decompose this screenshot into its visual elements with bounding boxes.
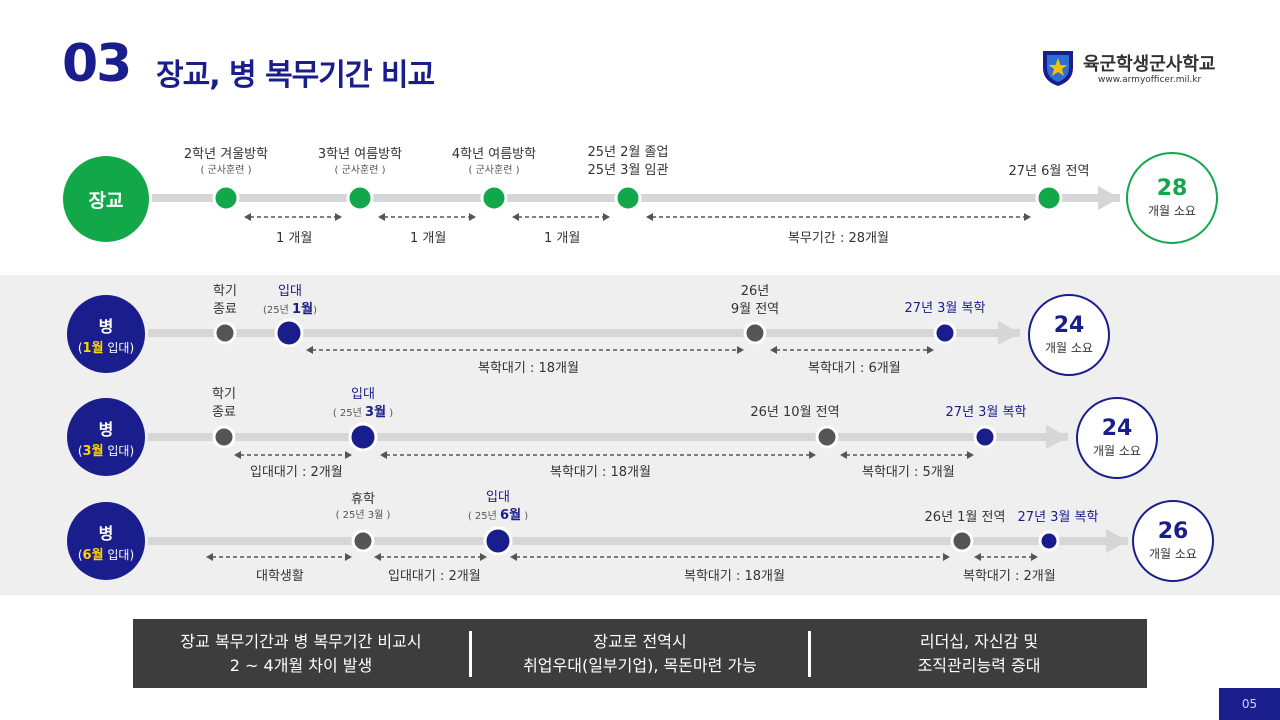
soldier-jan-interval-label: 복학대기 : 18개월 [478,361,579,376]
soldier-jan-timeline [148,318,1020,354]
soldier-mar-row-badge: 병 (3월 입대) [67,398,145,476]
officer-label: 장교 [88,189,124,212]
soldier-jan-milestone-label: 26년 9월 전역 [730,284,780,317]
soldier-jan-result-circle: 24 개월 소요 [1028,294,1110,376]
officer-milestone-label: 2학년 겨울방학( 군사훈련 ) [183,147,269,176]
soldier-mar-milestone-dot [212,425,236,449]
officer-milestone-label: 4학년 여름방학( 군사훈련 ) [451,147,537,176]
soldier-jun-row-badge: 병 (6월 입대) [67,502,145,580]
summary-item: 장교로 전역시 취업우대(일부기업), 목돈마련 가능 [523,632,757,675]
soldier-jan-enlist-label: 입대 (25년 1월) [263,284,317,317]
officer-interval-label: 1 개월 [544,231,581,246]
soldier-jun-milestone-dot [950,529,974,553]
soldier-jun-milestone-dot [351,529,375,553]
summary-bar: 장교 복무기간과 병 복무기간 비교시 2 ~ 4개월 차이 발생 장교로 전역시… [133,619,1147,688]
officer-timeline-arrowhead [1098,186,1120,210]
soldier-jun-milestone-dot [483,526,513,556]
soldier-jan-milestone-dot [933,321,957,345]
soldier-jun-milestone-label: 26년 1월 전역 [924,510,1006,525]
officer-milestone-label: 3학년 여름방학( 군사훈련 ) [317,147,403,176]
soldier-jan-milestone-dot [743,321,767,345]
soldier-jan-timeline-bar [148,329,1020,337]
summary-item: 장교 복무기간과 병 복무기간 비교시 2 ~ 4개월 차이 발생 [180,632,422,675]
soldier-jan-milestone-label: 27년 3월 복학 [904,301,986,316]
soldier-jan-row-badge: 병 (1월 입대) [67,295,145,373]
soldier-jun-milestone-dot [1038,530,1060,552]
summary-divider [469,630,472,677]
soldier-mar-milestone-dot [348,422,378,452]
soldier-mar-milestone-dot [815,425,839,449]
army-emblem-icon [1043,51,1073,86]
soldier-jun-milestone-label: 휴학( 25년 3월 ) [335,492,391,521]
soldier-jun-enlist-label: 입대 ( 25년 6월 ) [467,490,529,523]
soldier-jun-interval-label: 대학생활 [256,569,304,584]
soldier-jun-timeline-bar [148,537,1128,545]
soldier-jun-interval-label: 복학대기 : 18개월 [684,569,785,584]
officer-milestone-label: 27년 6월 전역 [1008,164,1090,179]
logo-name: 육군학생군사학교 [1083,54,1216,75]
officer-milestone-dot [1035,184,1063,212]
soldier-mar-milestone-label: 학기 종료 [212,387,236,420]
page-title: 장교, 병 복무기간 비교 [156,58,435,93]
soldier-mar-timeline-bar [148,433,1068,441]
soldier-jun-timeline [148,526,1128,561]
officer-interval-label: 1 개월 [410,231,447,246]
page-number: 05 [1219,688,1280,720]
officer-row-badge: 장교 [63,156,149,242]
officer-milestone-dot [212,184,240,212]
soldier-jan-milestone-dot [213,321,237,345]
officer-milestone-dot [480,184,508,212]
officer-result-circle: 28 개월 소요 [1126,152,1218,244]
soldier-jan-interval-label: 복학대기 : 6개월 [808,361,901,376]
summary-divider [808,630,811,677]
soldier-jan-milestone-label: 학기 종료 [213,284,237,317]
summary-item: 리더십, 자신감 및 조직관리능력 증대 [917,632,1041,675]
soldier-mar-interval-label: 입대대기 : 2개월 [250,465,343,480]
officer-interval-label: 복무기간 : 28개월 [788,231,889,246]
soldier-mar-milestone-label: 27년 3월 복학 [945,405,1027,420]
officer-milestone-dot [346,184,374,212]
soldier-jan-milestone-dot [274,318,304,348]
soldier-mar-interval-label: 복학대기 : 18개월 [550,465,651,480]
section-number: 03 [62,34,132,94]
officer-timeline [152,184,1120,221]
soldier-mar-milestone-label: 26년 10월 전역 [750,405,840,420]
officer-milestone-dot [614,184,642,212]
soldier-jun-interval-label: 입대대기 : 2개월 [388,569,481,584]
soldier-mar-enlist-label: 입대 ( 25년 3월 ) [332,387,394,420]
soldier-mar-interval-label: 복학대기 : 5개월 [862,465,955,480]
officer-interval-label: 1 개월 [276,231,313,246]
officer-milestone-label: 25년 2월 졸업 25년 3월 임관 [587,145,669,178]
soldier-mar-milestone-dot [973,425,997,449]
soldier-jun-interval-label: 복학대기 : 2개월 [963,569,1056,584]
soldier-mar-timeline [148,422,1068,459]
soldier-mar-result-circle: 24 개월 소요 [1076,397,1158,479]
soldier-jun-result-circle: 26 개월 소요 [1132,500,1214,582]
logo-url: www.armyofficer.mil.kr [1098,75,1202,85]
soldier-jun-milestone-label: 27년 3월 복학 [1017,510,1099,525]
